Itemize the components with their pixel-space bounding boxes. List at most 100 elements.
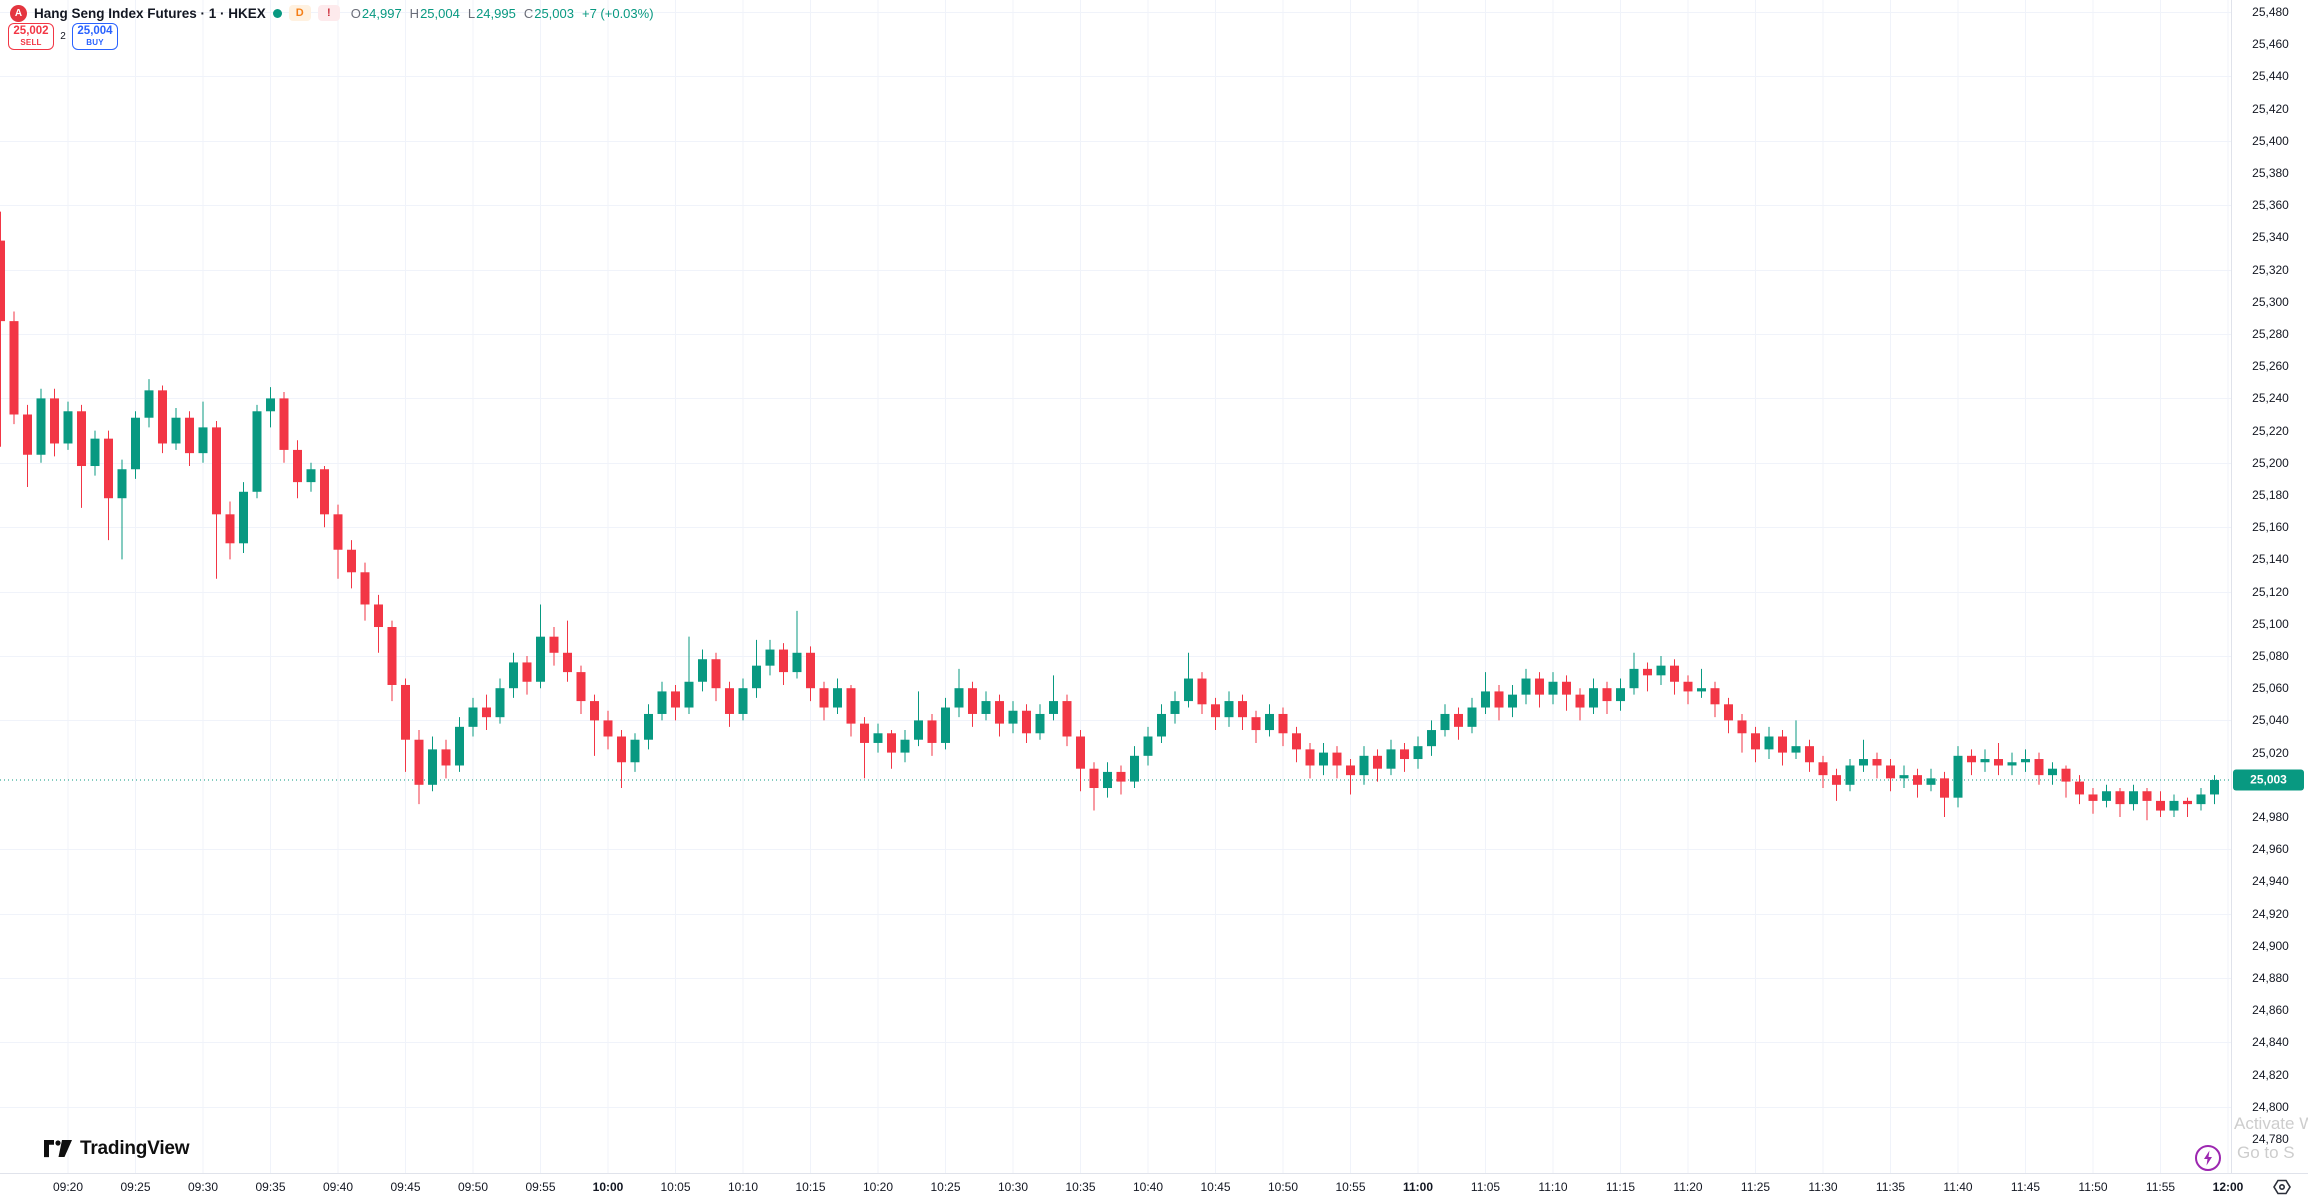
candle (428, 736, 437, 792)
candle (684, 636, 694, 714)
price-tick-label: 24,960 (2252, 842, 2289, 857)
candle (158, 385, 167, 454)
spread-value: 2 (60, 31, 66, 42)
candle (1886, 759, 1895, 792)
candle (9, 311, 19, 425)
candle (1278, 707, 1288, 747)
price-tick-label: 24,980 (2252, 810, 2289, 824)
candle (495, 678, 505, 724)
time-tick-label: 10:35 (1065, 1180, 1096, 1194)
candle (2021, 749, 2030, 772)
time-tick-label: 11:10 (1538, 1180, 1568, 1194)
activate-watermark-line2: Go to S (2237, 1143, 2295, 1162)
candles-layer[interactable] (0, 211, 2219, 821)
price-tick-label: 25,040 (2252, 713, 2289, 728)
price-tick-label: 25,280 (2252, 327, 2289, 341)
candle (1683, 675, 1693, 705)
time-tick-label: 11:00 (1402, 1180, 1434, 1194)
high-value: 25,004 (420, 5, 460, 21)
candle (225, 501, 235, 560)
candle (725, 681, 734, 727)
candle (77, 404, 86, 508)
time-tick-label: 11:55 (2145, 1180, 2176, 1194)
candle (698, 649, 707, 692)
candle (1184, 652, 1193, 708)
candlestick-chart[interactable] (0, 0, 2231, 1173)
symbol-logo-icon[interactable]: A (10, 4, 27, 22)
time-tick-label: 11:45 (2010, 1180, 2041, 1194)
candle (1994, 742, 2003, 776)
candle (1778, 730, 1787, 766)
candle (846, 684, 856, 737)
candle (1845, 759, 1855, 792)
candle (549, 627, 559, 666)
price-tick-label: 25,200 (2252, 455, 2289, 470)
candle (266, 387, 275, 428)
candle (2007, 752, 2017, 776)
candle (23, 404, 32, 487)
candle (779, 643, 788, 685)
grid-layer (0, 0, 2231, 1173)
candle (1953, 746, 1963, 808)
close-letter: C (523, 5, 534, 21)
price-tick-label: 25,140 (2252, 552, 2289, 567)
buy-button[interactable]: 25,004 BUY (72, 23, 118, 50)
candle (1629, 652, 1639, 695)
close-value: 25,003 (534, 5, 574, 21)
last-price-label: 25,003 (2233, 769, 2304, 791)
candle (806, 646, 815, 702)
candle (401, 678, 410, 772)
candle (90, 430, 100, 476)
alert-badge[interactable]: ! (317, 5, 340, 21)
candle (1575, 688, 1585, 721)
sell-button[interactable]: 25,002 SELL (8, 23, 54, 50)
candle (563, 620, 572, 682)
time-tick-label: 11:15 (1605, 1180, 1636, 1194)
candle (0, 211, 5, 447)
candle (1022, 704, 1031, 743)
candle (2196, 788, 2206, 811)
candle (441, 739, 451, 779)
price-tick-label: 25,100 (2252, 616, 2289, 631)
candle (2169, 794, 2179, 817)
candle (1710, 681, 1720, 718)
time-tick-label: 09:25 (120, 1180, 151, 1194)
candle (1872, 752, 1882, 779)
candle (2061, 765, 2071, 798)
candle (2142, 788, 2152, 821)
price-tick-label: 25,320 (2252, 262, 2289, 277)
price-tick-label: 25,300 (2252, 294, 2289, 309)
price-tick-label: 25,260 (2252, 359, 2289, 374)
candle (1440, 704, 1450, 737)
candle (995, 694, 1004, 737)
candle (1481, 672, 1490, 714)
symbol-title[interactable]: Hang Seng Index Futures · 1 · HKEX (34, 5, 266, 21)
time-tick-label: 10:45 (1200, 1180, 1231, 1194)
time-tick-label: 10:05 (660, 1180, 691, 1194)
candle (1737, 713, 1747, 753)
candle (1292, 726, 1301, 763)
price-tick-label: 25,440 (2252, 69, 2289, 84)
axis-settings-icon[interactable] (2272, 1177, 2292, 1197)
candle (1076, 730, 1085, 792)
price-tick-label: 24,900 (2252, 938, 2289, 953)
sell-price: 25,002 (13, 24, 49, 37)
candle (1332, 746, 1342, 779)
candle (1926, 768, 1936, 792)
data-delay-badge[interactable]: D (288, 5, 311, 21)
instant-trading-lightning-icon[interactable] (2194, 1144, 2222, 1172)
buy-price: 25,004 (77, 24, 113, 37)
time-tick-label: 11:20 (1673, 1180, 1703, 1194)
price-tick-label: 24,820 (2252, 1067, 2289, 1082)
candle (1143, 726, 1153, 766)
ohlc-readout: O 24,997 H 25,004 L 24,995 C 25,003 +7 (+0.0… (351, 6, 654, 21)
candle (1211, 697, 1220, 731)
price-axis[interactable]: 25,480 25,460 25,440 25,420 25,400 25,380 25,3… (2231, 0, 2308, 1173)
candle (1697, 668, 1706, 698)
time-axis[interactable]: 09:20 09:25 09:30 09:35 09:40 09:45 09:50 09:55… (0, 1173, 2308, 1202)
candle (927, 713, 937, 756)
time-tick-label: 11:40 (1943, 1180, 1973, 1194)
tradingview-logo[interactable]: TradingView (44, 1138, 190, 1160)
candle (293, 440, 302, 499)
